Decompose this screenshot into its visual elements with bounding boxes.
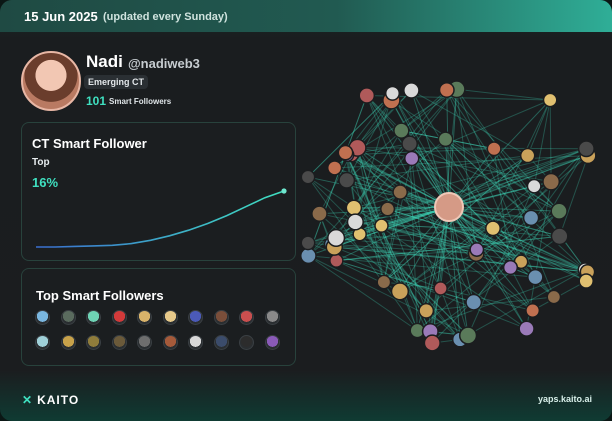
follower-avatar[interactable] [239, 335, 254, 350]
network-follower-node[interactable] [423, 334, 441, 352]
follower-avatar[interactable] [264, 310, 280, 325]
profile-handle[interactable]: @nadiweb3 [128, 56, 200, 71]
follower-avatar[interactable] [137, 335, 152, 350]
follower-avatar[interactable] [60, 310, 76, 325]
follower-avatar[interactable] [213, 310, 229, 325]
network-follower-node[interactable] [550, 227, 569, 246]
follower-avatar[interactable] [35, 310, 50, 325]
follower-avatar[interactable] [239, 310, 254, 325]
follower-network-graph [299, 80, 597, 352]
panel-title: CT Smart Follower [32, 136, 147, 151]
follower-avatar[interactable] [86, 310, 101, 325]
network-follower-node[interactable] [433, 281, 448, 296]
network-follower-node[interactable] [384, 85, 401, 101]
follower-avatar[interactable] [111, 310, 127, 325]
trend-line [36, 190, 285, 248]
network-follower-node[interactable] [338, 171, 356, 189]
network-follower-node[interactable] [518, 320, 535, 337]
top-smart-followers-panel: Top Smart Followers [21, 268, 296, 366]
network-follower-node[interactable] [327, 228, 346, 248]
network-follower-node[interactable] [527, 268, 544, 286]
network-follower-node[interactable] [380, 201, 396, 217]
logo-text: KAITO [37, 393, 80, 407]
network-follower-node[interactable] [376, 274, 392, 290]
network-follower-node[interactable] [346, 213, 364, 231]
smart-followers-count: 101 [86, 94, 107, 108]
network-follower-node[interactable] [404, 150, 420, 167]
network-follower-node[interactable] [374, 218, 389, 233]
follower-avatar[interactable] [264, 335, 280, 350]
network-follower-node[interactable] [326, 160, 343, 176]
network-follower-node[interactable] [392, 184, 408, 200]
follower-avatar[interactable] [162, 335, 178, 350]
percentile-value: 16% [32, 175, 59, 190]
trend-endpoint [281, 188, 287, 194]
network-follower-node[interactable] [393, 122, 410, 139]
network-follower-node[interactable] [485, 220, 501, 237]
footer-bar [0, 378, 612, 421]
network-follower-node[interactable] [311, 205, 328, 223]
network-center-avatar [434, 192, 464, 222]
network-follower-node[interactable] [486, 141, 502, 157]
report-date: 15 Jun 2025 [24, 9, 98, 24]
follower-avatar[interactable] [35, 335, 50, 350]
network-follower-node[interactable] [577, 140, 595, 158]
network-follower-node[interactable] [522, 209, 540, 227]
trend-chart [36, 188, 287, 248]
network-follower-node[interactable] [300, 235, 316, 251]
kaito-logo: ✕ KAITO [22, 393, 79, 407]
network-follower-node[interactable] [345, 199, 363, 217]
rank-label: Top [32, 157, 50, 168]
status-badge: Emerging CT [84, 75, 149, 89]
follower-avatar[interactable] [111, 335, 127, 350]
network-follower-node[interactable] [390, 282, 410, 301]
network-follower-node[interactable] [542, 172, 561, 191]
follower-avatar[interactable] [213, 335, 229, 350]
network-follower-node[interactable] [337, 144, 354, 161]
kaito-mark-icon: ✕ [22, 393, 34, 407]
follower-avatar[interactable] [188, 335, 203, 350]
site-link[interactable]: yaps.kaito.ai [537, 394, 592, 404]
network-follower-node[interactable] [401, 135, 418, 153]
network-follower-node[interactable] [519, 147, 536, 164]
network-follower-node[interactable] [438, 82, 455, 98]
network-follower-node[interactable] [458, 326, 478, 345]
network-follower-node[interactable] [578, 273, 594, 289]
update-note: (updated every Sunday) [103, 11, 228, 23]
network-follower-node[interactable] [526, 178, 542, 194]
network-follower-node[interactable] [299, 247, 317, 265]
network-follower-node[interactable] [358, 87, 376, 104]
network-follower-node[interactable] [550, 202, 568, 220]
network-follower-node[interactable] [437, 131, 454, 148]
panel-title: Top Smart Followers [36, 288, 164, 303]
network-follower-node[interactable] [525, 303, 541, 318]
network-follower-node[interactable] [300, 169, 316, 185]
network-follower-node[interactable] [502, 259, 519, 276]
smart-followers-label: Smart Followers [109, 97, 172, 106]
network-follower-node[interactable] [465, 293, 483, 311]
network-follower-node[interactable] [329, 253, 344, 268]
follower-avatar[interactable] [137, 310, 152, 325]
network-follower-node[interactable] [418, 302, 435, 319]
follower-avatar[interactable] [162, 310, 178, 325]
profile-name: Nadi [86, 52, 123, 71]
network-follower-node[interactable] [469, 242, 485, 257]
network-follower-node[interactable] [403, 82, 420, 99]
network-follower-node[interactable] [542, 92, 558, 108]
ct-smart-follower-panel: CT Smart Follower Top 16% [21, 122, 296, 261]
follower-avatar[interactable] [188, 310, 203, 325]
header-bar: 15 Jun 2025 (updated every Sunday) [0, 0, 612, 32]
follower-avatar[interactable] [60, 335, 76, 350]
follower-avatar[interactable] [86, 335, 101, 350]
network-follower-node[interactable] [546, 289, 562, 305]
profile-avatar [21, 51, 81, 111]
